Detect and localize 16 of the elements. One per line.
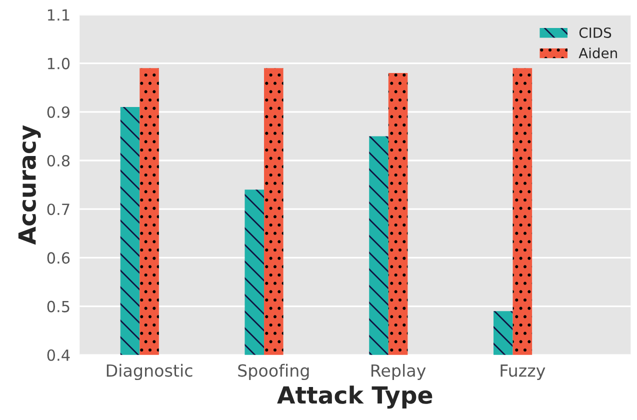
x-axis-title: Attack Type bbox=[277, 386, 432, 409]
y-tick-label: 0.5 bbox=[47, 300, 70, 312]
y-tick-label: 0.6 bbox=[47, 252, 70, 264]
x-tick-label: Replay bbox=[371, 364, 426, 380]
y-tick-label: 0.4 bbox=[47, 349, 70, 361]
y-tick-label: 0.8 bbox=[47, 154, 70, 167]
y-axis-title: Accuracy bbox=[18, 125, 41, 245]
y-tick-label: 0.7 bbox=[47, 204, 70, 216]
x-tick-label: Spoofing bbox=[238, 364, 309, 380]
x-tick-label: Fuzzy bbox=[500, 364, 546, 380]
y-tick-label: 1.0 bbox=[48, 58, 70, 70]
legend-label: Aiden bbox=[578, 48, 617, 58]
x-tick-label: Diagnostic bbox=[106, 364, 192, 380]
y-tick-label: 0.9 bbox=[47, 106, 70, 118]
legend-label: CIDS bbox=[579, 27, 612, 38]
y-tick-label: 1.1 bbox=[48, 9, 70, 21]
